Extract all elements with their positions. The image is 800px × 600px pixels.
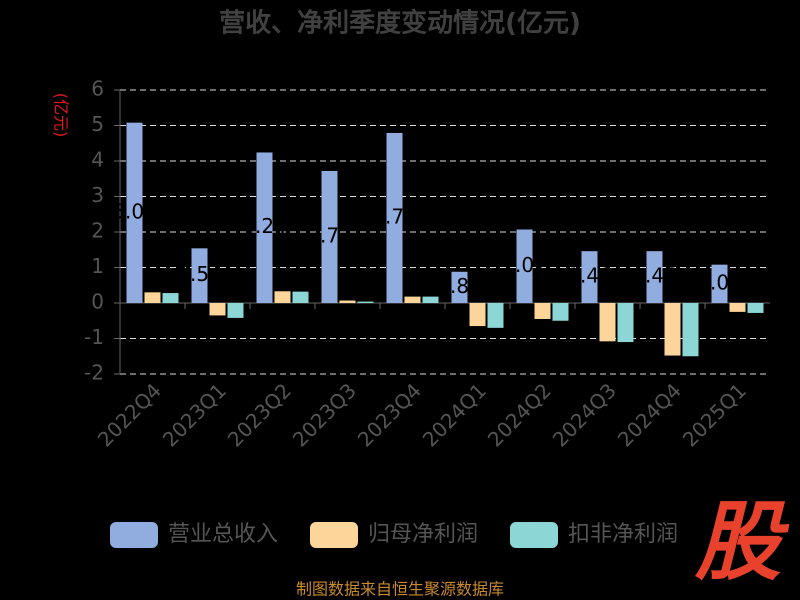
value-label: 2.07	[502, 253, 547, 277]
chart-title: 营收、净利季度变动情况(亿元)	[219, 8, 581, 39]
bar	[487, 303, 504, 328]
bar	[516, 229, 533, 303]
bar	[227, 303, 244, 318]
bar	[191, 248, 208, 303]
bar	[162, 293, 179, 303]
y-tick-label: -1	[84, 325, 104, 349]
bar	[422, 296, 439, 303]
bar	[469, 303, 486, 327]
logo: 股	[694, 492, 790, 592]
value-label: 1.46	[567, 264, 612, 288]
y-axis-label: (亿元)	[52, 93, 71, 138]
bar	[144, 292, 161, 303]
legend-label: 营业总收入	[168, 522, 278, 547]
y-tick-label: 5	[91, 112, 104, 136]
bar	[209, 303, 226, 316]
bar	[534, 303, 551, 319]
value-label: 1.46	[632, 264, 677, 288]
legend-swatch	[110, 522, 158, 548]
bar	[729, 303, 746, 312]
legend-swatch	[310, 522, 358, 548]
bar	[126, 122, 143, 303]
y-tick-label: 4	[91, 148, 104, 172]
bar	[357, 301, 374, 303]
bar	[404, 296, 421, 303]
bar	[646, 251, 663, 303]
value-label: 1.54	[177, 262, 222, 286]
bar	[321, 170, 338, 303]
y-tick-label: 6	[91, 77, 104, 101]
bar	[552, 303, 569, 321]
source-note: 制图数据来自恒生聚源数据库	[296, 580, 504, 599]
bar	[451, 271, 468, 303]
bar	[711, 264, 728, 303]
y-tick-label: 0	[91, 290, 104, 314]
legend-label: 扣非净利润	[568, 522, 678, 547]
value-label: 3.72	[307, 223, 352, 247]
bar	[274, 291, 291, 303]
value-label: 0.88	[437, 274, 482, 298]
bar	[581, 251, 598, 303]
bar	[339, 300, 356, 303]
legend-label: 归母净利润	[368, 522, 478, 547]
value-label: 1.08	[697, 270, 742, 294]
bar	[256, 152, 273, 303]
value-label: 5.08	[112, 199, 157, 223]
y-tick-label: 1	[91, 254, 104, 278]
bar	[747, 303, 764, 313]
bar	[292, 291, 309, 303]
value-label: 4.24	[242, 214, 287, 238]
bar	[664, 303, 681, 356]
y-tick-label: 2	[91, 219, 104, 243]
bar	[386, 132, 403, 303]
bar	[682, 303, 699, 357]
bar	[617, 303, 634, 343]
y-tick-label: 3	[91, 183, 104, 207]
bar	[599, 303, 616, 342]
legend-swatch	[510, 522, 558, 548]
value-label: 4.79	[372, 204, 417, 228]
y-tick-label: -2	[84, 361, 104, 385]
